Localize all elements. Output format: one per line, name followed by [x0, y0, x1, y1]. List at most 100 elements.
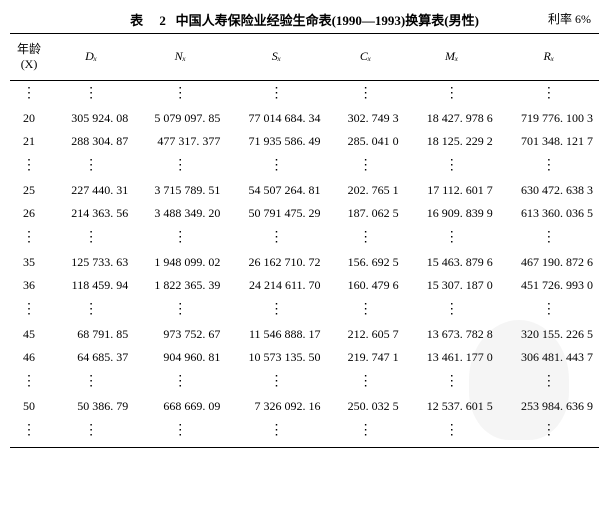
cell-c: 160. 479 6: [327, 274, 405, 297]
vdots-cell: ⋮: [226, 225, 326, 251]
cell-s: 50 791 475. 29: [226, 202, 326, 225]
table-row: ⋮⋮⋮⋮⋮⋮⋮: [10, 225, 599, 251]
header-m: Mₓ: [405, 34, 499, 81]
vdots-cell: ⋮: [48, 225, 134, 251]
cell-n: 477 317. 377: [134, 130, 226, 153]
cell-age: 46: [10, 346, 48, 369]
header-d: Dₓ: [48, 34, 134, 81]
header-c: Cₓ: [327, 34, 405, 81]
table-row: ⋮⋮⋮⋮⋮⋮⋮: [10, 369, 599, 395]
vdots-cell: ⋮: [499, 81, 599, 108]
cell-r: 451 726. 993 0: [499, 274, 599, 297]
cell-r: 719 776. 100 3: [499, 107, 599, 130]
vdots-cell: ⋮: [134, 297, 226, 323]
table-row: 4664 685. 37904 960. 8110 573 135. 50219…: [10, 346, 599, 369]
table-title: 表 2 中国人寿保险业经验生命表(1990—1993)换算表(男性) 利率 6%: [10, 10, 599, 34]
vdots-cell: ⋮: [405, 297, 499, 323]
vdots-cell: ⋮: [10, 369, 48, 395]
cell-age: 20: [10, 107, 48, 130]
vdots-cell: ⋮: [405, 81, 499, 108]
cell-s: 24 214 611. 70: [226, 274, 326, 297]
cell-c: 250. 032 5: [327, 395, 405, 418]
vdots-cell: ⋮: [48, 297, 134, 323]
cell-m: 13 673. 782 8: [405, 323, 499, 346]
cell-r: 701 348. 121 7: [499, 130, 599, 153]
header-r: Rₓ: [499, 34, 599, 81]
title-rate: 利率 6%: [548, 10, 591, 27]
vdots-cell: ⋮: [10, 418, 48, 444]
cell-s: 11 546 888. 17: [226, 323, 326, 346]
vdots-cell: ⋮: [226, 418, 326, 444]
cell-d: 125 733. 63: [48, 251, 134, 274]
cell-d: 227 440. 31: [48, 179, 134, 202]
vdots-cell: ⋮: [134, 225, 226, 251]
cell-c: 302. 749 3: [327, 107, 405, 130]
vdots-cell: ⋮: [226, 153, 326, 179]
title-number: 2: [159, 13, 166, 28]
table-row: 36118 459. 941 822 365. 3924 214 611. 70…: [10, 274, 599, 297]
vdots-cell: ⋮: [405, 225, 499, 251]
header-row: 年龄 (X) Dₓ Nₓ Sₓ Cₓ Mₓ Rₓ: [10, 34, 599, 81]
vdots-cell: ⋮: [48, 418, 134, 444]
vdots-cell: ⋮: [48, 81, 134, 108]
header-age: 年龄 (X): [10, 34, 48, 81]
vdots-cell: ⋮: [327, 418, 405, 444]
vdots-cell: ⋮: [10, 297, 48, 323]
cell-d: 214 363. 56: [48, 202, 134, 225]
table-row: ⋮⋮⋮⋮⋮⋮⋮: [10, 418, 599, 444]
table-row: 35125 733. 631 948 099. 0226 162 710. 72…: [10, 251, 599, 274]
vdots-cell: ⋮: [327, 81, 405, 108]
cell-r: 320 155. 226 5: [499, 323, 599, 346]
vdots-cell: ⋮: [499, 369, 599, 395]
vdots-cell: ⋮: [226, 369, 326, 395]
vdots-cell: ⋮: [10, 225, 48, 251]
cell-m: 18 427. 978 6: [405, 107, 499, 130]
cell-n: 1 948 099. 02: [134, 251, 226, 274]
vdots-cell: ⋮: [327, 369, 405, 395]
cell-d: 50 386. 79: [48, 395, 134, 418]
life-table: 年龄 (X) Dₓ Nₓ Sₓ Cₓ Mₓ Rₓ ⋮⋮⋮⋮⋮⋮⋮20305 92…: [10, 34, 599, 448]
cell-r: 467 190. 872 6: [499, 251, 599, 274]
cell-m: 12 537. 601 5: [405, 395, 499, 418]
cell-c: 212. 605 7: [327, 323, 405, 346]
cell-r: 306 481. 443 7: [499, 346, 599, 369]
cell-m: 13 461. 177 0: [405, 346, 499, 369]
table-row: 20305 924. 085 079 097. 8577 014 684. 34…: [10, 107, 599, 130]
header-n: Nₓ: [134, 34, 226, 81]
vdots-cell: ⋮: [405, 418, 499, 444]
cell-age: 45: [10, 323, 48, 346]
cell-d: 305 924. 08: [48, 107, 134, 130]
cell-age: 21: [10, 130, 48, 153]
vdots-cell: ⋮: [226, 297, 326, 323]
cell-m: 17 112. 601 7: [405, 179, 499, 202]
cell-n: 668 669. 09: [134, 395, 226, 418]
header-age-top: 年龄: [17, 42, 41, 56]
header-s: Sₓ: [226, 34, 326, 81]
vdots-cell: ⋮: [10, 81, 48, 108]
cell-r: 253 984. 636 9: [499, 395, 599, 418]
vdots-cell: ⋮: [134, 418, 226, 444]
cell-n: 904 960. 81: [134, 346, 226, 369]
cell-m: 15 307. 187 0: [405, 274, 499, 297]
vdots-cell: ⋮: [134, 81, 226, 108]
cell-d: 288 304. 87: [48, 130, 134, 153]
cell-age: 26: [10, 202, 48, 225]
header-age-bottom: (X): [21, 57, 38, 71]
cell-d: 68 791. 85: [48, 323, 134, 346]
table-bottom-border: [10, 444, 599, 448]
table-row: ⋮⋮⋮⋮⋮⋮⋮: [10, 297, 599, 323]
cell-age: 25: [10, 179, 48, 202]
vdots-cell: ⋮: [134, 369, 226, 395]
vdots-cell: ⋮: [226, 81, 326, 108]
cell-n: 3 715 789. 51: [134, 179, 226, 202]
vdots-cell: ⋮: [48, 153, 134, 179]
table-row: 4568 791. 85973 752. 6711 546 888. 17212…: [10, 323, 599, 346]
vdots-cell: ⋮: [48, 369, 134, 395]
vdots-cell: ⋮: [499, 297, 599, 323]
vdots-cell: ⋮: [499, 153, 599, 179]
table-row: 5050 386. 79668 669. 097 326 092. 16250.…: [10, 395, 599, 418]
cell-n: 1 822 365. 39: [134, 274, 226, 297]
cell-c: 202. 765 1: [327, 179, 405, 202]
table-row: 26214 363. 563 488 349. 2050 791 475. 29…: [10, 202, 599, 225]
cell-c: 156. 692 5: [327, 251, 405, 274]
